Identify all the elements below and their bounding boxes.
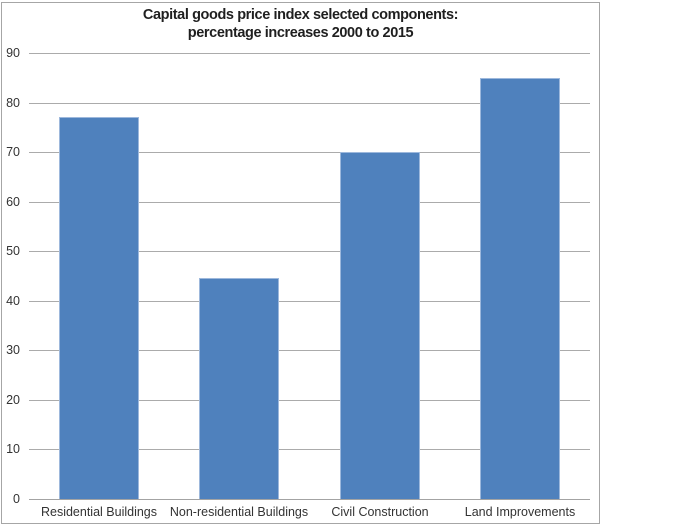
gridline-30 [29, 350, 590, 351]
y-tick-label-0: 0 [13, 492, 20, 506]
gridline-90 [29, 53, 590, 54]
y-tick-label-80: 80 [6, 96, 20, 110]
chart-title-line1: Capital goods price index selected compo… [142, 7, 459, 23]
x-category-label-1: Residential Buildings [40, 505, 158, 519]
gridline-40 [29, 301, 590, 302]
y-tick-label-30: 30 [6, 343, 20, 357]
chart-title-line2: percentage increases 2000 to 2015 [187, 25, 414, 41]
gridline-50 [29, 251, 590, 252]
y-tick-label-10: 10 [6, 442, 20, 456]
y-tick-label-70: 70 [6, 145, 20, 159]
gridline-20 [29, 400, 590, 401]
y-tick-label-90: 90 [6, 46, 20, 60]
chart-title: Capital goods price index selected compo… [1, 6, 600, 42]
bar-4 [480, 78, 560, 499]
x-category-label-4: Land Improvements [464, 505, 576, 519]
y-tick-label-60: 60 [6, 195, 20, 209]
y-tick-label-40: 40 [6, 294, 20, 308]
gridline-80 [29, 103, 590, 104]
y-tick-label-20: 20 [6, 393, 20, 407]
x-axis-line [29, 499, 590, 500]
x-category-label-3: Civil Construction [331, 505, 429, 519]
x-category-label-2: Non-residential Buildings [169, 505, 309, 519]
bar-1 [59, 117, 139, 499]
gridline-60 [29, 202, 590, 203]
bar-2 [199, 278, 279, 499]
y-tick-label-50: 50 [6, 244, 20, 258]
bar-3 [340, 152, 420, 499]
gridline-70 [29, 152, 590, 153]
gridline-10 [29, 449, 590, 450]
